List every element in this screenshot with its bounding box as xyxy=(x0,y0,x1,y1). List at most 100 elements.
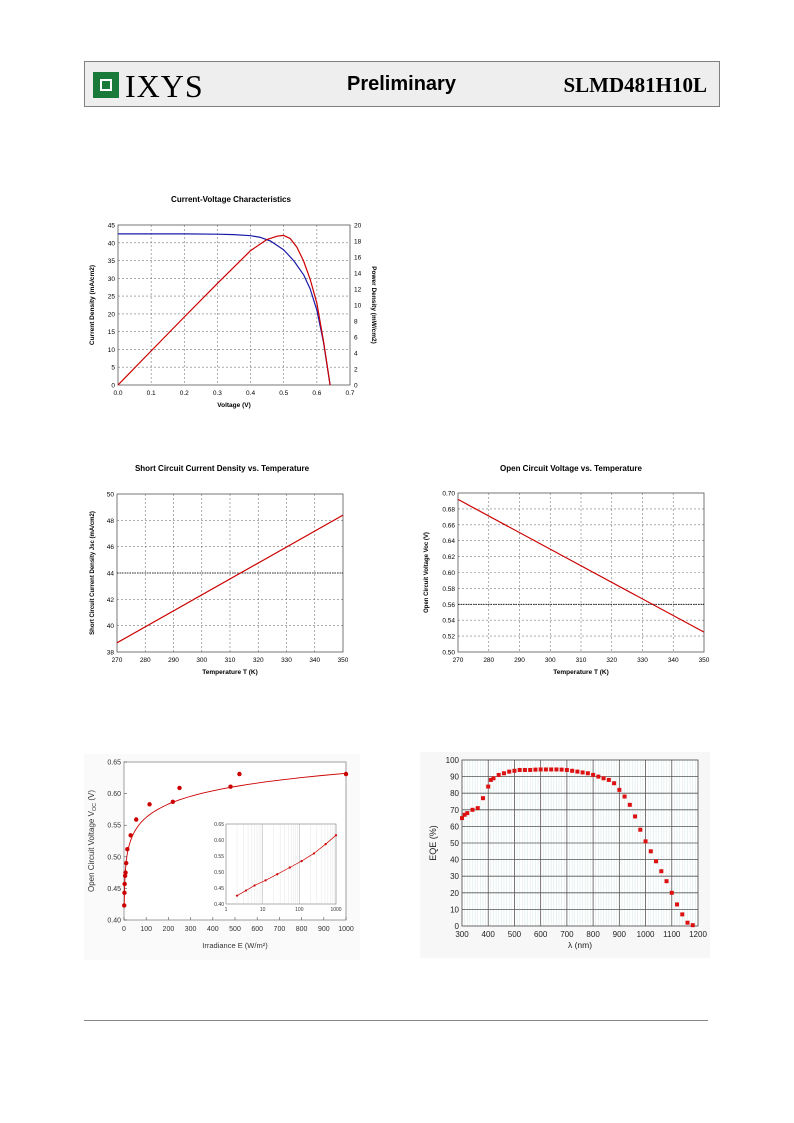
x-tick-label: 0.0 xyxy=(113,390,122,397)
data-point xyxy=(680,912,685,917)
data-point xyxy=(470,807,475,812)
y2-tick-label: 8 xyxy=(354,319,358,326)
y-tick-label: 30 xyxy=(108,276,116,283)
inset-y-tick-label: 0.40 xyxy=(214,902,224,908)
x-tick-label: 900 xyxy=(318,926,330,933)
y-axis-label: Open Circuit Voltage VOC (V) xyxy=(87,790,98,892)
trend-line xyxy=(457,498,705,633)
y-tick-label: 25 xyxy=(108,294,116,301)
data-point xyxy=(685,920,690,925)
data-point xyxy=(125,847,130,852)
y-axis-label-subscript: OC xyxy=(92,803,98,811)
inset-data-point xyxy=(324,843,327,846)
y-tick-label: 15 xyxy=(108,329,116,336)
y-tick-label: 42 xyxy=(107,597,115,604)
data-point xyxy=(559,767,564,772)
y-tick-label: 0.55 xyxy=(107,823,121,830)
y-tick-label: 40 xyxy=(108,240,116,247)
y2-tick-label: 0 xyxy=(354,383,358,390)
data-point xyxy=(549,767,554,772)
plot-border xyxy=(461,759,699,927)
data-point xyxy=(237,771,242,777)
x-tick-label: 330 xyxy=(281,657,292,664)
data-point xyxy=(512,768,517,773)
y-tick-label: 50 xyxy=(107,492,115,499)
inset-data-point xyxy=(253,884,256,887)
data-point xyxy=(528,767,533,772)
x-tick-label: 300 xyxy=(196,657,207,664)
y-tick-label: 70 xyxy=(450,806,459,815)
y-tick-label: 0.45 xyxy=(107,886,121,893)
data-point xyxy=(128,833,133,838)
y-tick-label: 0.65 xyxy=(107,760,121,767)
y2-tick-label: 6 xyxy=(354,335,358,342)
y-tick-label: 45 xyxy=(108,223,116,230)
data-point xyxy=(643,839,648,844)
y-tick-label: 0.66 xyxy=(442,522,455,529)
x-tick-label: 400 xyxy=(207,926,219,933)
data-point xyxy=(622,794,627,799)
x-tick-label: 0.1 xyxy=(147,390,156,397)
inset-data-point xyxy=(276,873,279,876)
x-axis-label: Temperature T (K) xyxy=(202,669,258,676)
data-point xyxy=(654,859,659,864)
x-tick-label: 340 xyxy=(668,657,679,664)
y-tick-label: 100 xyxy=(446,756,460,765)
y-tick-label: 10 xyxy=(450,905,459,914)
y2-tick-label: 14 xyxy=(354,271,362,278)
brand-name: IXYS xyxy=(125,68,204,104)
data-point xyxy=(343,771,349,777)
data-point xyxy=(575,769,580,774)
chart-title: Open Circuit Voltage vs. Temperature xyxy=(500,464,643,473)
plot-area xyxy=(118,225,350,385)
x-tick-label: 320 xyxy=(253,657,264,664)
x-tick-label: 280 xyxy=(140,657,151,664)
y-tick-label: 0.68 xyxy=(442,506,455,513)
data-point xyxy=(601,776,606,781)
inset-data-point xyxy=(264,879,267,882)
data-point xyxy=(491,776,496,781)
x-tick-label: 0.2 xyxy=(180,390,189,397)
inset-data-point xyxy=(235,894,239,897)
data-point xyxy=(570,768,575,773)
y-tick-label: 38 xyxy=(107,650,115,657)
y-tick-label: 44 xyxy=(107,571,115,578)
x-tick-label: 1000 xyxy=(338,926,354,933)
x-tick-label: 100 xyxy=(140,926,152,933)
x-tick-label: 200 xyxy=(163,926,175,933)
data-point xyxy=(517,767,522,772)
trend-line xyxy=(116,514,344,644)
y2-tick-label: 20 xyxy=(354,223,362,230)
part-number: SLMD481H10L xyxy=(563,73,707,97)
data-point xyxy=(538,767,543,772)
data-point xyxy=(612,781,617,786)
data-point xyxy=(596,774,601,779)
inset-data-point xyxy=(244,889,248,892)
data-point xyxy=(122,890,127,896)
y-tick-label: 0 xyxy=(455,922,460,931)
jsc-chart: Short Circuit Current Density vs. Temper… xyxy=(90,464,349,676)
data-point xyxy=(669,890,674,895)
data-point xyxy=(633,814,638,819)
data-point xyxy=(507,769,512,774)
y-tick-label: 0.50 xyxy=(442,650,455,657)
data-point xyxy=(591,772,596,777)
inset-x-tick-label: 100 xyxy=(295,907,304,913)
x-tick-label: 1100 xyxy=(663,930,681,939)
y-tick-label: 0 xyxy=(111,383,115,390)
irradiance-chart: 0 100 200 300 400 500 600 700 800 900 1000 0.40 0.45… xyxy=(84,754,360,960)
data-point xyxy=(228,784,233,789)
x-tick-label: 900 xyxy=(613,930,627,939)
data-point xyxy=(134,817,139,822)
data-point xyxy=(465,811,470,816)
inset-x-tick-label: 1000 xyxy=(330,907,341,913)
data-point xyxy=(617,787,622,792)
y-axis-label: Current Density (mA/cm2) xyxy=(89,265,96,345)
x-tick-label: 700 xyxy=(274,926,286,933)
data-point xyxy=(664,879,669,884)
x-tick-label: 290 xyxy=(514,657,525,664)
y-tick-label: 0.60 xyxy=(442,570,455,577)
data-point xyxy=(554,767,559,772)
x-tick-label: 0 xyxy=(122,926,126,933)
x-axis-label: Voltage (V) xyxy=(217,402,250,409)
